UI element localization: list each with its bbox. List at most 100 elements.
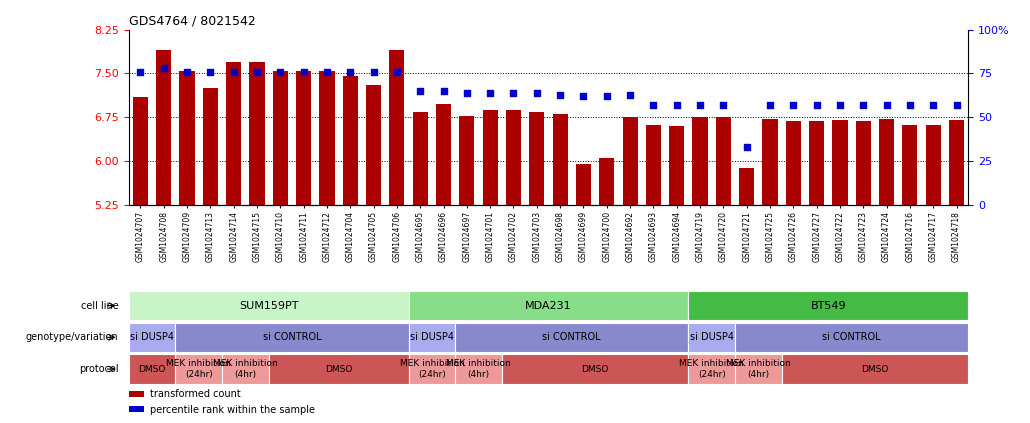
Bar: [249, 62, 265, 205]
Point: [482, 89, 499, 96]
Text: MEK inhibition
(24hr): MEK inhibition (24hr): [400, 360, 465, 379]
Point: [552, 91, 569, 98]
Bar: [129, 291, 409, 320]
Point: [598, 93, 615, 100]
Bar: [269, 354, 409, 384]
Point: [412, 88, 428, 94]
Text: si DUSP4: si DUSP4: [690, 332, 733, 342]
Point: [879, 102, 895, 108]
Text: MDA231: MDA231: [525, 301, 572, 310]
Point: [715, 102, 731, 108]
Bar: [688, 291, 968, 320]
Point: [249, 69, 266, 75]
Point: [458, 89, 475, 96]
Bar: [949, 120, 964, 205]
Bar: [273, 71, 288, 205]
Bar: [455, 323, 688, 352]
Bar: [296, 71, 311, 205]
Point: [366, 69, 382, 75]
Point: [296, 69, 312, 75]
Bar: [129, 323, 175, 352]
Bar: [366, 85, 381, 205]
Text: DMSO: DMSO: [861, 365, 889, 374]
Bar: [409, 323, 455, 352]
Text: MEK inhibition
(24hr): MEK inhibition (24hr): [166, 360, 231, 379]
Bar: [343, 77, 357, 205]
Bar: [129, 406, 144, 412]
Bar: [716, 118, 731, 205]
Bar: [319, 71, 335, 205]
Bar: [413, 112, 427, 205]
Bar: [856, 121, 870, 205]
Bar: [670, 126, 684, 205]
Bar: [227, 62, 241, 205]
Point: [785, 102, 801, 108]
Bar: [552, 115, 568, 205]
Bar: [129, 391, 144, 397]
Bar: [926, 125, 940, 205]
Bar: [832, 120, 848, 205]
Bar: [782, 354, 968, 384]
Bar: [622, 118, 638, 205]
Text: protocol: protocol: [79, 364, 118, 374]
Bar: [175, 354, 222, 384]
Bar: [879, 119, 894, 205]
Bar: [688, 323, 735, 352]
Point: [925, 102, 941, 108]
Point: [668, 102, 685, 108]
Bar: [389, 50, 405, 205]
Text: DMSO: DMSO: [581, 365, 609, 374]
Bar: [735, 323, 968, 352]
Text: si CONTROL: si CONTROL: [543, 332, 602, 342]
Bar: [129, 354, 175, 384]
Point: [156, 65, 172, 71]
Point: [762, 102, 779, 108]
Point: [622, 91, 639, 98]
Bar: [646, 125, 661, 205]
Point: [949, 102, 965, 108]
Text: cell line: cell line: [80, 301, 118, 310]
Bar: [902, 125, 918, 205]
Bar: [157, 50, 171, 205]
Text: SUM159PT: SUM159PT: [239, 301, 299, 310]
Point: [901, 102, 918, 108]
Bar: [483, 110, 497, 205]
Bar: [222, 354, 269, 384]
Point: [645, 102, 661, 108]
Text: MEK inhibition
(4hr): MEK inhibition (4hr): [446, 360, 511, 379]
Point: [528, 89, 545, 96]
Bar: [409, 291, 688, 320]
Text: BT549: BT549: [811, 301, 846, 310]
Text: si CONTROL: si CONTROL: [822, 332, 881, 342]
Bar: [175, 323, 409, 352]
Bar: [179, 71, 195, 205]
Bar: [506, 110, 521, 205]
Point: [436, 88, 452, 94]
Bar: [455, 354, 502, 384]
Text: MEK inhibition
(24hr): MEK inhibition (24hr): [680, 360, 744, 379]
Bar: [203, 88, 218, 205]
Point: [388, 69, 405, 75]
Bar: [529, 112, 545, 205]
Bar: [459, 115, 475, 205]
Point: [226, 69, 242, 75]
Text: si DUSP4: si DUSP4: [410, 332, 454, 342]
Bar: [688, 354, 735, 384]
Bar: [133, 97, 148, 205]
Point: [855, 102, 871, 108]
Point: [132, 69, 148, 75]
Point: [272, 69, 288, 75]
Text: si CONTROL: si CONTROL: [263, 332, 321, 342]
Text: transformed count: transformed count: [149, 390, 240, 399]
Text: genotype/variation: genotype/variation: [26, 332, 118, 342]
Text: percentile rank within the sample: percentile rank within the sample: [149, 405, 315, 415]
Bar: [740, 168, 754, 205]
Point: [692, 102, 709, 108]
Point: [831, 102, 848, 108]
Bar: [436, 104, 451, 205]
Text: DMSO: DMSO: [138, 365, 166, 374]
Bar: [409, 354, 455, 384]
Text: si DUSP4: si DUSP4: [130, 332, 174, 342]
Bar: [762, 119, 778, 205]
Point: [318, 69, 335, 75]
